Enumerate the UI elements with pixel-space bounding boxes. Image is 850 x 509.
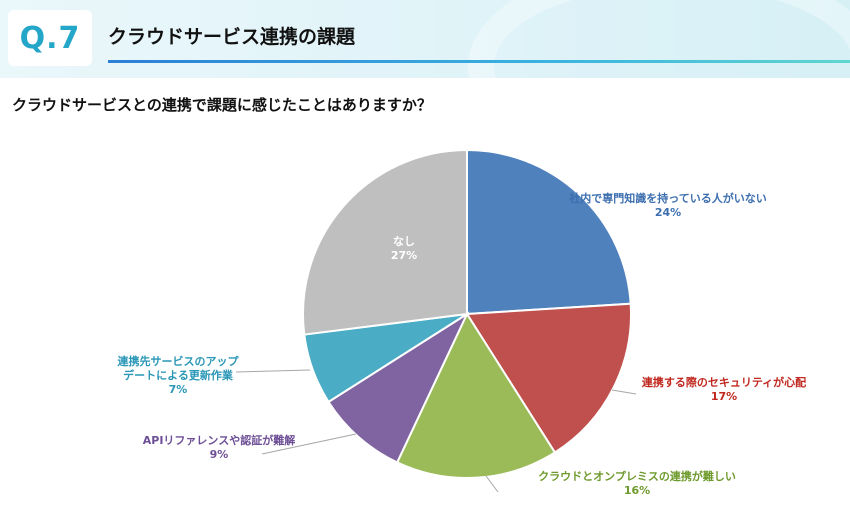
slice-label: 連携先サービスのアップデートによる更新作業 7% (118, 354, 240, 396)
pie-slice (465, 302, 632, 454)
question-text: クラウドサービスとの連携で課題に感じたことはありますか？ (12, 96, 432, 114)
leader-line (261, 433, 357, 455)
pie-slice (466, 148, 632, 316)
pie-slice (327, 311, 470, 464)
page-title: クラウドサービス連携の課題 (108, 26, 356, 48)
slice-label: なし 27% (391, 235, 417, 262)
leader-line (235, 369, 311, 373)
pie-slice (395, 311, 557, 479)
pie-slice (302, 148, 468, 336)
slice-label: APIリファレンスや認証が難解 9% (143, 433, 295, 461)
leader-line (611, 389, 637, 395)
header-banner: Q.7 クラウドサービス連携の課題 (0, 0, 850, 78)
slice-label: 社内で専門知識を持っている人がいない 24% (568, 191, 766, 219)
slice-label: クラウドとオンプレミスの連携が難しい 16% (538, 469, 736, 497)
leader-line (485, 475, 499, 493)
title-underline (108, 60, 850, 63)
slice-label: 連携する際のセキュリティが心配 17% (642, 375, 806, 403)
question-number-badge: Q.7 (8, 10, 92, 66)
question-number: Q.7 (19, 20, 81, 56)
